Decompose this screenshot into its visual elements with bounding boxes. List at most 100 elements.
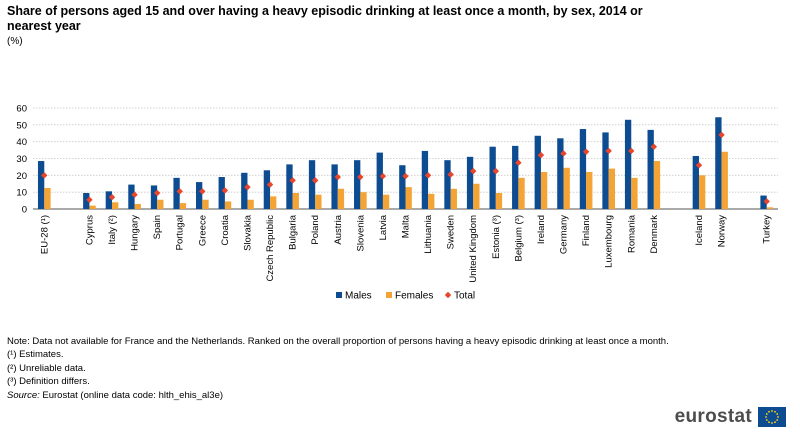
bar-females — [518, 177, 525, 209]
y-tick-label: 10 — [16, 188, 27, 199]
flag-star — [765, 419, 768, 421]
bar-females — [157, 199, 164, 209]
x-tick-label: Bulgaria — [288, 214, 299, 250]
bar-females — [631, 177, 638, 209]
point-total — [537, 151, 545, 159]
legend-swatch-males — [336, 292, 342, 298]
flag-star — [777, 416, 779, 418]
x-tick-label: Malta — [401, 214, 412, 238]
y-tick-label: 0 — [22, 205, 27, 216]
x-tick-label: Slovenia — [355, 214, 366, 251]
eu-flag-icon — [758, 407, 786, 427]
x-tick-label: Czech Republic — [265, 215, 276, 282]
x-tick-label: Finland — [581, 215, 592, 246]
x-tick-label: Belgium (³) — [513, 215, 524, 261]
x-tick-label: Germany — [559, 215, 570, 254]
bar-chart: 0 10 20 30 40 50 60 EU-28 (¹) Cyprus Italy (²) Hun… — [16, 104, 778, 302]
x-tick-label: Latvia — [378, 214, 389, 240]
flag-star — [774, 410, 776, 413]
bar-males — [195, 182, 203, 209]
x-tick-label: Austria — [333, 214, 344, 244]
bar-males — [83, 193, 90, 209]
point-total — [695, 162, 703, 169]
bar-males — [715, 117, 722, 209]
bar-females — [586, 171, 593, 209]
bar-females — [698, 175, 706, 209]
point-total — [176, 188, 183, 195]
note-line: (¹) Estimates. — [7, 349, 64, 361]
bar-males — [534, 135, 541, 209]
bar-males — [241, 172, 248, 209]
chart-unit: (%) — [7, 36, 23, 47]
bar-males — [692, 155, 699, 209]
y-tick-label: 50 — [16, 120, 27, 131]
point-total — [221, 187, 229, 194]
x-tick-label: Portugal — [175, 215, 186, 250]
legend-label-females: Females — [395, 291, 433, 302]
note-line: Note: Data not available for France and … — [7, 336, 669, 347]
bar-males — [173, 177, 180, 209]
point-total — [650, 143, 658, 150]
point-total — [718, 131, 725, 139]
bar-females — [247, 199, 254, 209]
x-tick-label: Croatia — [220, 214, 231, 245]
flag-star — [768, 410, 770, 413]
x-tick-label: Turkey — [762, 215, 773, 244]
bar-males — [444, 160, 451, 209]
x-tick-label: Hungary — [130, 215, 141, 251]
bar-females — [766, 207, 774, 209]
bar-females — [179, 203, 187, 209]
legend-label-males: Males — [345, 291, 372, 302]
point-total — [447, 171, 454, 178]
bar-females — [428, 193, 435, 209]
bar-males — [466, 156, 474, 209]
point-total — [131, 191, 138, 198]
point-total — [244, 183, 251, 191]
point-total — [41, 172, 48, 179]
bar-males — [624, 119, 632, 209]
point-total — [605, 147, 612, 155]
x-tick-label: Cyprus — [84, 215, 95, 245]
point-total — [357, 173, 364, 181]
point-total — [311, 177, 319, 184]
x-tick-label: Sweden — [446, 215, 457, 249]
x-tick-label: Estonia (³) — [491, 215, 502, 259]
bar-males — [579, 129, 587, 209]
point-total — [492, 167, 500, 175]
bar-males — [128, 184, 135, 209]
bar-females — [224, 201, 232, 209]
bar-males — [218, 177, 225, 209]
bar-females — [382, 194, 390, 209]
point-total — [379, 172, 387, 180]
flag-star — [771, 422, 773, 424]
bar-females — [608, 168, 616, 209]
bar-females — [495, 193, 503, 209]
x-tick-label: Ireland — [536, 215, 547, 244]
point-total — [424, 172, 432, 179]
point-total — [402, 172, 409, 180]
point-total — [108, 194, 116, 201]
x-tick-label: Iceland — [694, 215, 705, 246]
bar-females — [292, 193, 299, 209]
bar-females — [112, 202, 119, 209]
note-line: (³) Definition differs. — [7, 376, 90, 388]
flag-star — [776, 419, 779, 421]
point-total — [628, 147, 635, 155]
bar-females — [450, 188, 457, 209]
bar-females — [134, 203, 141, 209]
bar-males — [308, 160, 316, 209]
legend-swatch-total — [444, 291, 452, 299]
flag-star — [774, 421, 776, 424]
x-tick-label: Lithuania — [423, 214, 434, 253]
flag-star — [776, 413, 779, 415]
y-tick-label: 60 — [16, 104, 27, 115]
notes-section: Note: Data not available for France and … — [7, 335, 669, 402]
point-total — [153, 189, 161, 197]
point-total — [334, 173, 341, 181]
x-tick-label: Norway — [717, 215, 728, 247]
bar-males — [399, 165, 406, 209]
bar-males — [489, 146, 496, 209]
bar-females — [721, 151, 728, 209]
x-tick-label: Romania — [626, 214, 637, 253]
bar-females — [337, 188, 345, 209]
